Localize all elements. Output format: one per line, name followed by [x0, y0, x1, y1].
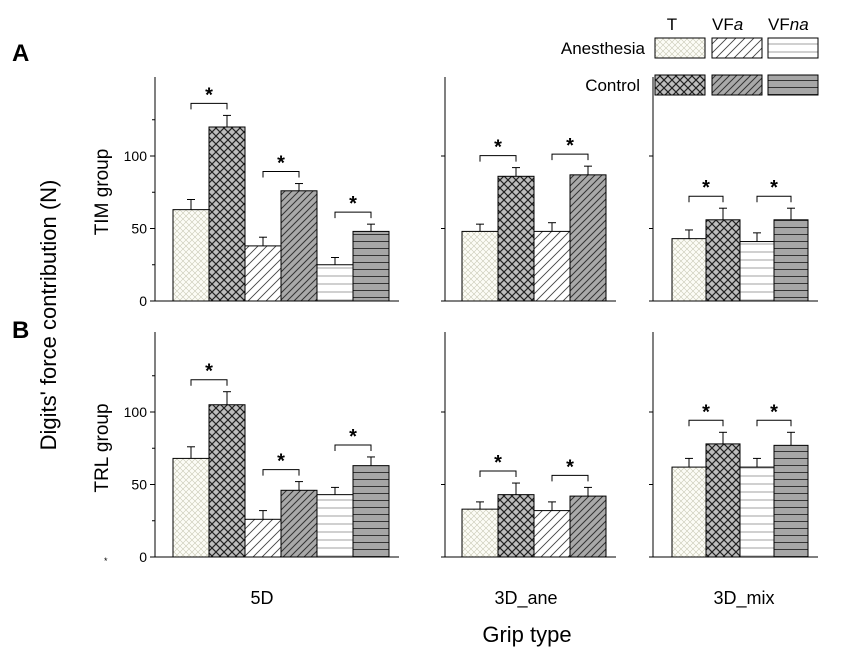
significance-bracket: [688, 419, 724, 427]
legend-header-vfa: VFa: [712, 15, 743, 34]
significance-star: *: [770, 177, 778, 199]
legend-header-t: T: [667, 15, 677, 34]
significance-bracket: [479, 155, 517, 162]
bar-control-t: [497, 175, 535, 302]
bar-anesthesia-vfna: [739, 241, 775, 302]
significance-star: *: [494, 137, 502, 159]
y-axis-title: Digits' force contribution (N): [36, 180, 61, 451]
y-tick-label: 50: [131, 221, 147, 237]
y-tick-label: 50: [131, 477, 147, 493]
bar-anesthesia-vfa: [533, 510, 571, 558]
legend-header-vfna: VFna: [768, 15, 809, 34]
legend: T VFa VFna Anesthesia Control: [561, 15, 819, 96]
legend-control-label: Control: [585, 76, 640, 95]
significance-bracket: [190, 102, 228, 110]
bar-control-t: [705, 219, 741, 302]
legend-swatch-control-vfna: [767, 74, 819, 96]
significance-star: *: [349, 193, 357, 215]
y-tick-label: 0: [139, 549, 147, 565]
bar-control-vfna: [352, 465, 390, 558]
bar-anesthesia-vfa: [533, 230, 571, 302]
bar-anesthesia-vfa: [244, 245, 282, 302]
bar-control-vfna: [773, 219, 809, 302]
panel-letter-b: B: [12, 317, 29, 344]
significance-star: *: [277, 451, 285, 473]
significance-star: *: [277, 153, 285, 175]
significance-star: *: [566, 456, 574, 478]
significance-star: *: [566, 135, 574, 157]
legend-swatch-control-vfa: [711, 74, 763, 96]
row-label-trl: TRL group: [92, 403, 113, 492]
bar-anesthesia-vfa: [244, 518, 282, 558]
significance-star: *: [205, 361, 213, 383]
bar-control-vfa: [569, 174, 607, 302]
row-label-tim: TIM group: [92, 149, 113, 236]
legend-swatch-anesthesia-vfna: [767, 37, 819, 59]
panel-letter-a: A: [12, 40, 29, 67]
y-tick-label: 100: [124, 404, 148, 420]
significance-bracket: [479, 470, 517, 478]
significance-bracket: [551, 153, 589, 161]
y-tick-label: 0: [139, 293, 147, 309]
significance-bracket: [688, 195, 724, 203]
bar-anesthesia-vfna: [739, 466, 775, 558]
category-label-5d: 5D: [250, 588, 273, 608]
bar-control-vfa: [569, 495, 607, 558]
bar-control-t: [208, 126, 246, 302]
bar-anesthesia-t: [671, 238, 707, 302]
significance-star: *: [770, 401, 778, 423]
significance-star: *: [702, 401, 710, 423]
bar-control-t: [705, 443, 741, 558]
significance-bracket: [190, 379, 228, 386]
significance-bracket: [262, 171, 300, 178]
category-label-3d-mix: 3D_mix: [713, 588, 774, 609]
bar-anesthesia-t: [172, 209, 210, 302]
significance-star: *: [702, 177, 710, 199]
significance-star: *: [494, 452, 502, 474]
stray-mark: *: [104, 556, 108, 566]
significance-bracket: [551, 474, 589, 482]
significance-bracket: [262, 469, 300, 476]
bar-control-t: [208, 404, 246, 558]
legend-swatch-control-t: [654, 74, 706, 96]
bar-anesthesia-t: [172, 457, 210, 558]
bar-control-vfa: [280, 190, 318, 302]
bar-anesthesia-vfna: [316, 494, 354, 558]
bar-control-vfa: [280, 489, 318, 558]
significance-star: *: [205, 84, 213, 106]
bar-anesthesia-vfna: [316, 264, 354, 302]
category-label-3d-ane: 3D_ane: [494, 588, 557, 609]
bar-control-vfna: [773, 444, 809, 558]
legend-swatch-anesthesia-vfa: [711, 37, 763, 59]
significance-bracket: [756, 419, 792, 427]
bar-anesthesia-t: [461, 230, 499, 302]
significance-star: *: [349, 426, 357, 448]
bar-anesthesia-t: [671, 466, 707, 558]
significance-bracket: [334, 444, 372, 451]
bar-anesthesia-t: [461, 508, 499, 558]
y-tick-label: 100: [124, 148, 148, 164]
legend-swatch-anesthesia-t: [654, 37, 706, 59]
legend-anesthesia-label: Anesthesia: [561, 39, 646, 58]
bar-control-vfna: [352, 230, 390, 302]
bar-control-t: [497, 494, 535, 558]
significance-bracket: [334, 211, 372, 219]
x-axis-title: Grip type: [482, 622, 571, 647]
significance-bracket: [756, 195, 792, 203]
